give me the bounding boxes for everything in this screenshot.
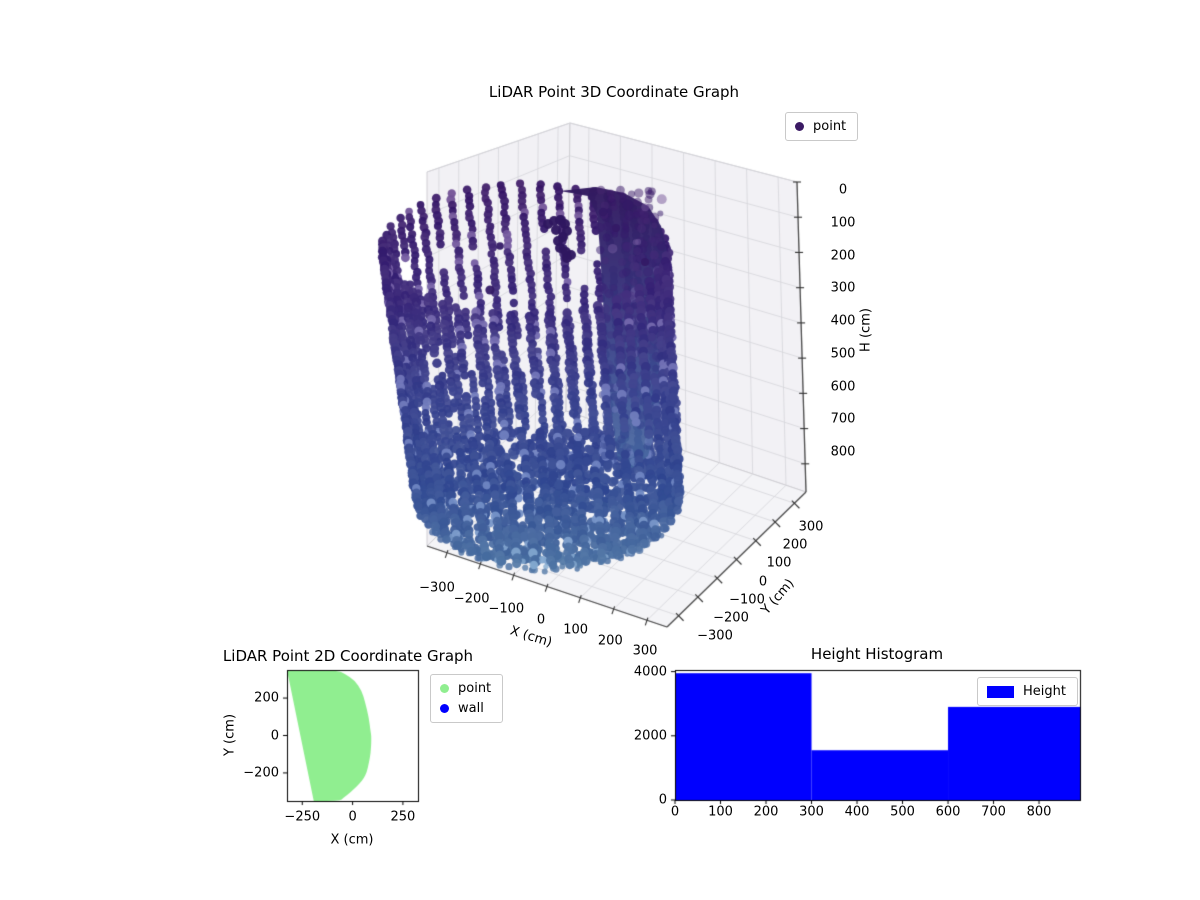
plot-2d-x-tick-label: −250 xyxy=(284,809,321,825)
plot-3d-y-tick-label: −200 xyxy=(713,610,749,626)
plot-2d-y-tick-label: 200 xyxy=(254,690,279,706)
legend-label-point: point xyxy=(813,119,847,134)
legend-entry-point: point xyxy=(795,119,846,134)
legend-entry-height: Height xyxy=(987,684,1066,699)
histogram-x-tick-label: 700 xyxy=(981,804,1006,820)
plot-2d-xaxis-label: X (cm) xyxy=(330,832,374,848)
histogram-x-tick-label: 800 xyxy=(1026,804,1052,820)
wall-marker-icon xyxy=(440,704,449,713)
plot-3d-title: LiDAR Point 3D Coordinate Graph xyxy=(488,83,740,101)
histogram-y-tick-label: 2000 xyxy=(633,728,667,744)
plot-2d-y-tick-label: 0 xyxy=(270,728,279,743)
plot-3d-x-tick-label: 200 xyxy=(597,633,623,648)
plot-3d-x-tick-label: 0 xyxy=(536,612,546,627)
plot-3d-y-tick-label: −300 xyxy=(697,628,733,644)
plot-3d-legend: point xyxy=(785,112,859,141)
legend-label-point: point xyxy=(458,681,492,696)
plot-2d-y-tick-label: −200 xyxy=(243,765,279,781)
plot-3d-x-tick-label: −100 xyxy=(488,601,525,617)
plot-3d-x-tick-label: 100 xyxy=(563,622,589,638)
plot-3d-h-tick-label: 100 xyxy=(830,215,856,231)
histogram-x-tick-label: 300 xyxy=(799,804,824,820)
plot-3d-h-tick-label: 600 xyxy=(830,379,856,394)
plot-2d-legend: point wall xyxy=(430,674,504,723)
legend-entry-wall: wall xyxy=(440,701,491,716)
plot-2d-title: LiDAR Point 2D Coordinate Graph xyxy=(222,647,474,665)
plot-3d-h-tick-label: 700 xyxy=(830,411,856,427)
plot-3d-h-tick-label: 200 xyxy=(830,248,856,263)
histogram-title: Height Histogram xyxy=(810,645,944,663)
height-bar-swatch-icon xyxy=(987,685,1014,698)
plot-3d-y-tick-label: 300 xyxy=(798,519,824,535)
legend-label-wall: wall xyxy=(458,701,484,716)
legend-entry-point: point xyxy=(440,681,491,696)
histogram-x-tick-label: 0 xyxy=(670,804,680,820)
plot-3d-h-tick-label: 500 xyxy=(830,346,856,362)
plot-3d-x-tick-label: 300 xyxy=(632,643,658,659)
histogram-x-tick-label: 200 xyxy=(753,804,779,820)
plot-3d-h-tick-label: 400 xyxy=(830,313,856,329)
plot-3d-h-tick-label: 800 xyxy=(830,444,856,460)
point-marker-icon xyxy=(440,684,449,693)
plot-2d-x-tick-label: 0 xyxy=(348,809,357,825)
plot-3d-y-tick-label: 200 xyxy=(782,537,808,553)
histogram-legend: Height xyxy=(977,677,1078,706)
legend-label-height: Height xyxy=(1023,684,1066,699)
histogram-x-tick-label: 100 xyxy=(708,804,733,820)
plot-3d-y-tick-label: 0 xyxy=(758,574,768,589)
histogram-x-tick-label: 600 xyxy=(935,804,961,820)
plot-3d-x-tick-label: −200 xyxy=(453,591,490,606)
plot-3d-h-tick-label: 300 xyxy=(830,280,856,296)
plot-3d-zaxis-label: H (cm) xyxy=(858,308,874,352)
plot-3d-y-tick-label: 100 xyxy=(766,555,792,571)
plot-3d-h-tick-label: 0 xyxy=(838,182,848,198)
plot-2d-x-tick-label: 250 xyxy=(390,809,416,825)
plot-3d-y-tick-label: −100 xyxy=(729,592,765,608)
histogram-y-tick-label: 4000 xyxy=(633,664,667,680)
plot-2d-yaxis-label: Y (cm) xyxy=(222,713,238,757)
point-marker-icon xyxy=(795,122,804,131)
plot-3d-x-tick-label: −300 xyxy=(419,580,455,596)
histogram-y-tick-label: 0 xyxy=(658,792,667,808)
histogram-x-tick-label: 400 xyxy=(844,804,870,820)
histogram-x-tick-label: 500 xyxy=(890,804,915,820)
